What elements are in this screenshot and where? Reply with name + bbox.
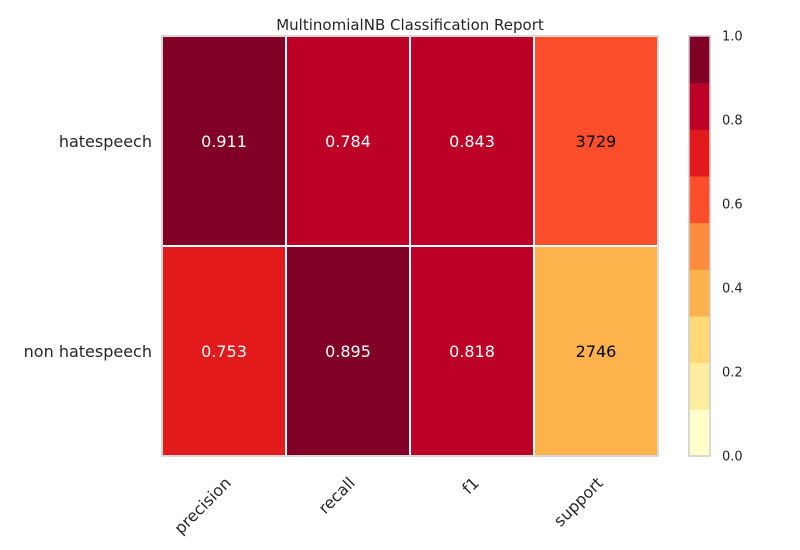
cell-value-label: 2746 [576, 342, 617, 361]
colorbar-segment [689, 362, 710, 410]
cell-value-label: 0.911 [201, 132, 247, 151]
colorbar-segment [689, 409, 710, 457]
colorbar-tick-label: 0.8 [722, 114, 743, 129]
colorbar-tick-label: 0.2 [722, 366, 743, 381]
column-label: support [550, 473, 607, 530]
chart-title: MultinomialNB Classification Report [276, 16, 544, 34]
heatmap-cell [533, 35, 659, 247]
cell-value-label: 0.784 [325, 132, 371, 151]
heatmap-cell [161, 35, 287, 247]
heatmap-cell [161, 245, 287, 457]
colorbar-segment [689, 36, 710, 84]
heatmap-cell [533, 245, 659, 457]
colorbar-segment [689, 176, 710, 224]
column-labels: precision recall f1 support [170, 473, 606, 537]
row-labels: hatespeech non hatespeech [24, 132, 152, 361]
colorbar-frame [688, 35, 711, 457]
column-label: f1 [458, 473, 483, 498]
cell-value-label: 0.895 [325, 342, 371, 361]
colorbar-tick-label: 1.0 [722, 30, 743, 45]
colorbar-segment [689, 129, 710, 177]
colorbar-segment [689, 82, 710, 130]
cell-value-label: 0.818 [449, 342, 495, 361]
colorbar-segment [689, 316, 710, 364]
column-label: recall [315, 473, 359, 517]
cell-value-label: 3729 [576, 132, 617, 151]
column-label: precision [170, 473, 234, 537]
row-label: non hatespeech [24, 342, 152, 361]
plot-frame [161, 35, 659, 457]
colorbar-segment [689, 222, 710, 270]
heatmap-cell [285, 245, 411, 457]
colorbar-tick-label: 0.4 [722, 282, 743, 297]
heatmap-cell [285, 35, 411, 247]
row-label: hatespeech [59, 132, 152, 151]
colorbar: 0.0 0.2 0.4 0.6 0.8 1.0 [688, 30, 743, 465]
heatmap-cells: 0.911 0.784 0.843 3729 0.753 0.895 0.818 2746 [161, 35, 659, 457]
cell-value-label: 0.753 [201, 342, 247, 361]
colorbar-segment [689, 269, 710, 317]
colorbar-tick-label: 0.6 [722, 198, 743, 213]
cell-value-label: 0.843 [449, 132, 495, 151]
colorbar-tick-label: 0.0 [722, 450, 743, 465]
